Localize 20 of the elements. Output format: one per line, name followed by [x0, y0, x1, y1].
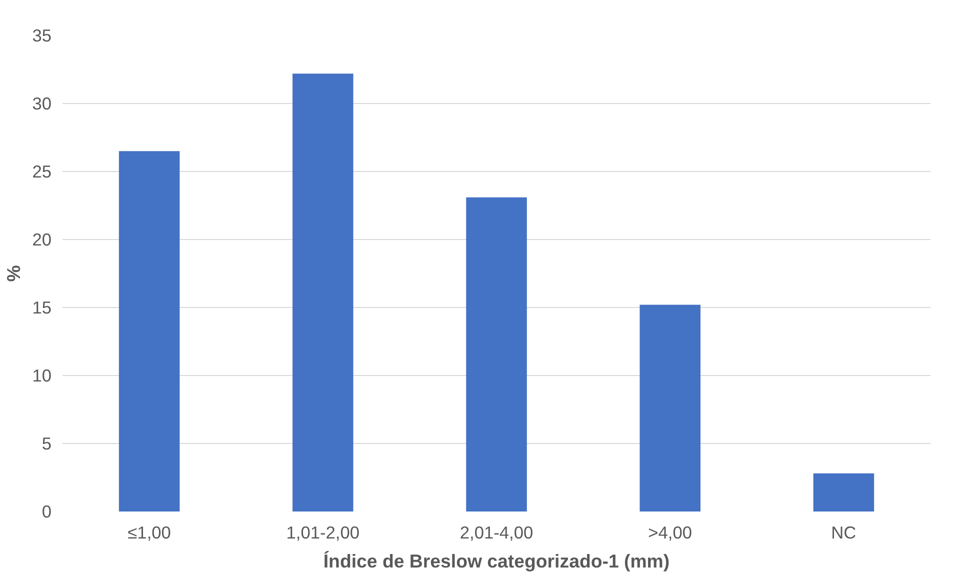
y-tick-label: 35 — [32, 26, 52, 46]
y-tick-label: 10 — [32, 366, 52, 386]
x-tick-label: 1,01-2,00 — [286, 522, 360, 542]
bar — [292, 74, 354, 512]
x-tick-label: NC — [831, 522, 856, 542]
y-tick-label: 0 — [42, 502, 52, 522]
bar — [118, 151, 180, 512]
y-tick-label: 15 — [32, 298, 52, 318]
y-tick-label: 5 — [42, 434, 52, 454]
bar — [640, 304, 700, 512]
y-tick-label: 20 — [32, 230, 52, 250]
y-tick-label: 30 — [32, 94, 52, 114]
bar — [813, 473, 874, 512]
y-tick-label: 25 — [32, 162, 52, 182]
bar — [466, 197, 527, 512]
x-tick-label: >4,00 — [648, 522, 692, 542]
x-tick-label: 2,01-4,00 — [460, 522, 534, 542]
x-tick-label: ≤1,00 — [128, 522, 171, 542]
y-axis-title: % — [3, 264, 24, 282]
x-axis-title: Índice de Breslow categorizado-1 (mm) — [323, 550, 670, 572]
